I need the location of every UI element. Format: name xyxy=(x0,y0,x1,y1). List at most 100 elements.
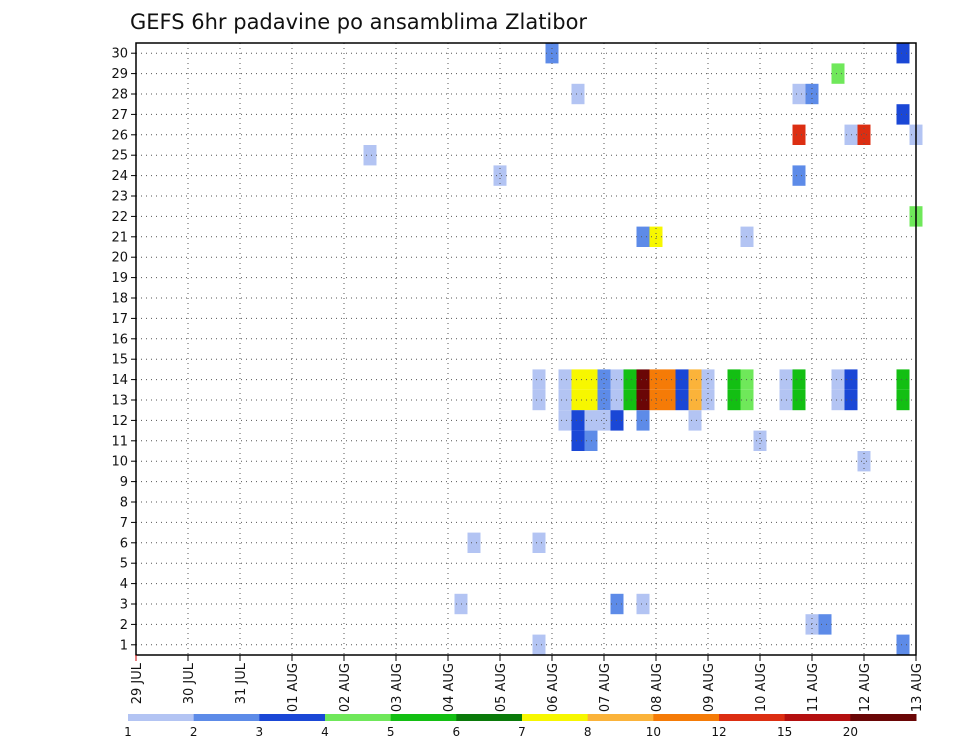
legend-swatch xyxy=(259,714,326,721)
x-axis: 29 JUL 30 JUL 31 JUL 01 AUG 02 AUG 03 AUG 04 A… xyxy=(130,655,925,712)
y-tick-label: 9 xyxy=(120,475,128,490)
legend-label: 20 xyxy=(843,725,858,739)
precip-cell xyxy=(636,226,650,247)
precip-cell xyxy=(831,369,845,390)
precip-cell xyxy=(532,634,546,655)
precip-cell xyxy=(688,389,702,411)
precip-cell xyxy=(493,165,507,186)
y-tick-label: 30 xyxy=(111,47,128,62)
precip-cell xyxy=(571,410,585,431)
x-tick-label: 29 JUL xyxy=(130,662,145,704)
precip-cell xyxy=(792,389,806,411)
legend-label: 1 xyxy=(124,725,132,739)
y-tick-label: 21 xyxy=(111,230,128,245)
y-tick-label: 20 xyxy=(111,251,128,266)
precip-cell xyxy=(727,389,741,411)
x-tick-label: 10 AUG xyxy=(754,663,769,712)
y-tick-label: 13 xyxy=(111,394,128,409)
precip-cell xyxy=(532,532,546,553)
precip-cell xyxy=(831,63,845,84)
precip-cell xyxy=(831,389,845,411)
precip-cell xyxy=(558,389,572,411)
y-tick-label: 16 xyxy=(111,332,128,347)
precip-cell xyxy=(896,634,910,655)
y-tick-label: 2 xyxy=(120,618,128,633)
precip-cell xyxy=(623,389,637,411)
legend-label: 6 xyxy=(453,725,461,739)
y-tick-label: 7 xyxy=(120,516,128,531)
plot-frame xyxy=(135,42,917,656)
precip-cell xyxy=(558,369,572,390)
precip-cell xyxy=(896,389,910,411)
y-tick-label: 11 xyxy=(111,434,128,449)
legend-label: 8 xyxy=(584,725,592,739)
y-tick-label: 22 xyxy=(111,210,128,225)
y-tick-label: 26 xyxy=(111,128,128,143)
legend-swatch xyxy=(456,714,523,721)
y-axis: 1234567891011121314151617181920212223242… xyxy=(111,47,136,653)
precip-cell xyxy=(662,389,676,411)
precip-cell xyxy=(571,389,585,411)
precip-cell xyxy=(467,532,481,553)
x-tick-label: 09 AUG xyxy=(702,663,717,712)
precip-cell xyxy=(896,43,910,64)
precip-cell xyxy=(597,410,611,431)
legend-swatch xyxy=(784,714,851,721)
x-tick-label: 05 AUG xyxy=(494,663,509,712)
x-tick-label: 01 AUG xyxy=(286,663,301,712)
y-tick-label: 19 xyxy=(111,271,128,286)
legend-label: 15 xyxy=(777,725,792,739)
x-tick-label: 04 AUG xyxy=(442,663,457,712)
precip-cell xyxy=(792,83,806,105)
precip-cell xyxy=(558,410,572,431)
precip-cell xyxy=(896,104,910,125)
color-legend: 1 2 3 4 5 6 7 8 10 12 15 20 xyxy=(124,714,917,739)
y-tick-label: 27 xyxy=(111,108,128,123)
precip-cell xyxy=(636,410,650,431)
x-tick-label: 11 AUG xyxy=(806,663,821,712)
precip-cell xyxy=(818,614,832,635)
precip-cell xyxy=(532,389,546,411)
x-tick-label: 08 AUG xyxy=(650,663,665,712)
precip-cell xyxy=(896,369,910,390)
precip-cell xyxy=(688,410,702,431)
precip-cell xyxy=(701,389,715,411)
chart-title: GEFS 6hr padavine po ansamblima Zlatibor xyxy=(130,10,587,34)
precipitation-cells xyxy=(363,43,923,655)
legend-swatch xyxy=(719,714,786,721)
precip-cell xyxy=(662,369,676,390)
precip-cell xyxy=(792,124,806,145)
y-tick-label: 17 xyxy=(111,312,128,327)
y-tick-label: 5 xyxy=(120,557,128,572)
x-tick-label: 13 AUG xyxy=(910,663,925,712)
legend-label: 12 xyxy=(711,725,726,739)
legend-swatch xyxy=(653,714,720,721)
precip-cell xyxy=(792,369,806,390)
y-tick-label: 29 xyxy=(111,67,128,82)
y-tick-label: 1 xyxy=(120,638,128,653)
precip-cell xyxy=(636,369,650,390)
y-tick-label: 15 xyxy=(111,353,128,368)
legend-swatch xyxy=(522,714,589,721)
x-tick-label: 02 AUG xyxy=(338,663,353,712)
legend-swatch xyxy=(193,714,260,721)
precip-cell xyxy=(597,369,611,390)
y-tick-label: 12 xyxy=(111,414,128,429)
precip-cell xyxy=(727,369,741,390)
precip-cell xyxy=(753,430,767,451)
x-tick-label: 03 AUG xyxy=(390,663,405,712)
precip-cell xyxy=(792,165,806,186)
precip-cell xyxy=(636,593,650,615)
legend-label: 4 xyxy=(321,725,329,739)
y-tick-label: 24 xyxy=(111,169,128,184)
precip-cell xyxy=(857,124,871,145)
y-tick-label: 6 xyxy=(120,536,128,551)
legend-label: 10 xyxy=(646,725,661,739)
y-tick-label: 3 xyxy=(120,598,128,613)
y-tick-label: 14 xyxy=(111,373,128,388)
y-tick-label: 25 xyxy=(111,149,128,164)
legend-swatch xyxy=(390,714,457,721)
y-tick-label: 23 xyxy=(111,190,128,205)
y-tick-label: 10 xyxy=(111,455,128,470)
legend-swatch xyxy=(587,714,654,721)
